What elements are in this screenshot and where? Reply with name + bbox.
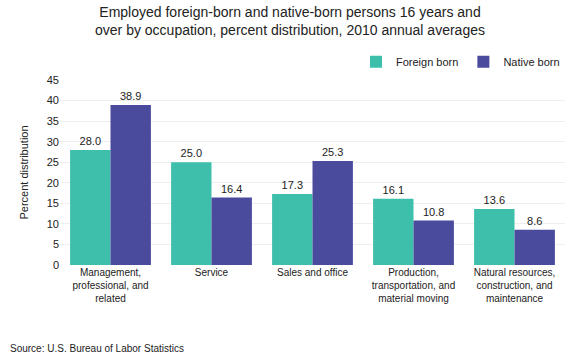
svg-text:Production,transportation, and: Production,transportation, andmaterial m…	[372, 267, 455, 304]
svg-text:10.8: 10.8	[423, 206, 444, 218]
svg-text:17.3: 17.3	[282, 179, 303, 191]
svg-text:Native born: Native born	[503, 56, 559, 68]
svg-text:Source: U.S. Bureau of Labor S: Source: U.S. Bureau of Labor Statistics	[10, 343, 184, 354]
svg-text:25.0: 25.0	[181, 147, 202, 159]
svg-text:16.1: 16.1	[383, 184, 404, 196]
svg-text:5: 5	[53, 238, 59, 250]
svg-text:25.3: 25.3	[322, 146, 343, 158]
svg-text:38.9: 38.9	[120, 90, 141, 102]
svg-text:8.6: 8.6	[527, 215, 542, 227]
svg-text:Sales and office: Sales and office	[277, 267, 348, 278]
svg-text:10: 10	[47, 218, 59, 230]
svg-text:35: 35	[47, 115, 59, 127]
svg-text:15: 15	[47, 197, 59, 209]
svg-text:Natural resources,construction: Natural resources,construction, andmaint…	[474, 267, 556, 304]
svg-text:Percent distribution: Percent distribution	[18, 125, 30, 219]
svg-text:28.0: 28.0	[80, 135, 101, 147]
svg-text:Service: Service	[195, 267, 229, 278]
svg-text:Employed foreign-born and nati: Employed foreign-born and native-born pe…	[95, 4, 485, 38]
svg-text:40: 40	[47, 94, 59, 106]
svg-text:25: 25	[47, 156, 59, 168]
svg-text:Foreign born: Foreign born	[396, 56, 458, 68]
svg-text:20: 20	[47, 177, 59, 189]
svg-text:16.4: 16.4	[221, 183, 242, 195]
svg-text:Management,professional, andre: Management,professional, andrelated	[72, 267, 148, 304]
svg-text:30: 30	[47, 136, 59, 148]
svg-text:45: 45	[47, 74, 59, 86]
svg-text:0: 0	[53, 259, 59, 271]
svg-text:13.6: 13.6	[484, 194, 505, 206]
